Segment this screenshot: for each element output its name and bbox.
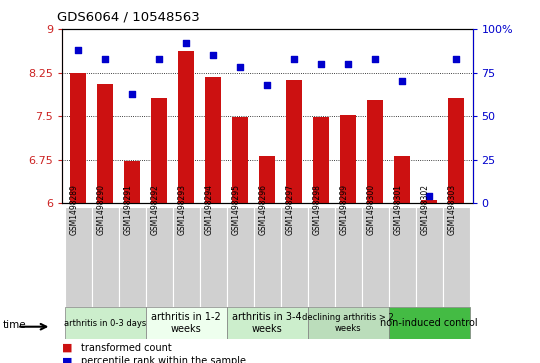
Bar [92, 207, 119, 307]
Bar [146, 207, 173, 307]
Bar [173, 207, 200, 307]
Bar [421, 200, 437, 363]
Bar [362, 207, 389, 307]
Text: GSM1498295: GSM1498295 [231, 184, 240, 235]
Text: GSM1498293: GSM1498293 [177, 184, 186, 235]
Bar [119, 207, 146, 307]
Bar [65, 307, 146, 339]
Bar [97, 84, 113, 363]
Text: GSM1498296: GSM1498296 [258, 184, 267, 235]
Text: arthritis in 0-3 days: arthritis in 0-3 days [64, 319, 146, 327]
Bar [367, 100, 383, 363]
Bar [151, 98, 167, 363]
Bar [335, 207, 362, 307]
Bar [227, 207, 254, 307]
Text: transformed count: transformed count [81, 343, 172, 353]
Bar [416, 207, 443, 307]
Point [155, 56, 164, 62]
Point [263, 82, 272, 88]
Text: GSM1498290: GSM1498290 [96, 184, 105, 235]
Bar [65, 207, 92, 307]
Text: GSM1498302: GSM1498302 [420, 184, 429, 235]
Bar [178, 51, 194, 363]
Bar [389, 307, 470, 339]
Bar [205, 77, 221, 363]
Point [371, 56, 380, 62]
Bar [443, 207, 470, 307]
Text: GDS6064 / 10548563: GDS6064 / 10548563 [57, 11, 199, 24]
Point [182, 40, 191, 46]
Bar [124, 162, 140, 363]
Text: arthritis in 3-4
weeks: arthritis in 3-4 weeks [233, 312, 302, 334]
Bar [281, 207, 308, 307]
Text: GSM1498300: GSM1498300 [366, 184, 375, 236]
Point [290, 56, 299, 62]
Bar [232, 117, 248, 363]
Bar [313, 117, 329, 363]
Text: time: time [3, 320, 26, 330]
Text: GSM1498298: GSM1498298 [312, 184, 321, 235]
Text: GSM1498303: GSM1498303 [447, 184, 456, 236]
Text: declining arthritis > 2
weeks: declining arthritis > 2 weeks [302, 313, 394, 333]
Bar [340, 115, 356, 363]
Text: ■: ■ [62, 343, 72, 353]
Point [452, 56, 461, 62]
Bar [389, 207, 416, 307]
Bar [254, 207, 281, 307]
Point [344, 61, 353, 67]
Text: ■: ■ [62, 356, 72, 363]
Point [128, 91, 137, 97]
Bar [200, 207, 227, 307]
Point [209, 52, 218, 58]
Text: GSM1498297: GSM1498297 [285, 184, 294, 235]
Text: GSM1498289: GSM1498289 [69, 184, 78, 235]
Point [236, 65, 245, 70]
Bar [286, 80, 302, 363]
Text: GSM1498301: GSM1498301 [393, 184, 402, 235]
Text: GSM1498292: GSM1498292 [150, 184, 159, 235]
Point [74, 47, 83, 53]
Bar [308, 207, 335, 307]
Point [101, 56, 110, 62]
Text: arthritis in 1-2
weeks: arthritis in 1-2 weeks [151, 312, 221, 334]
Text: non-induced control: non-induced control [381, 318, 478, 328]
Text: percentile rank within the sample: percentile rank within the sample [81, 356, 246, 363]
Bar [70, 73, 86, 363]
Point [398, 78, 407, 84]
Text: GSM1498291: GSM1498291 [123, 184, 132, 235]
Bar [259, 156, 275, 363]
Point [425, 193, 434, 199]
Bar [308, 307, 389, 339]
Bar [448, 98, 464, 363]
Text: GSM1498294: GSM1498294 [204, 184, 213, 235]
Point [317, 61, 326, 67]
Text: GSM1498299: GSM1498299 [339, 184, 348, 235]
Bar [394, 156, 410, 363]
Bar [146, 307, 227, 339]
Bar [227, 307, 308, 339]
